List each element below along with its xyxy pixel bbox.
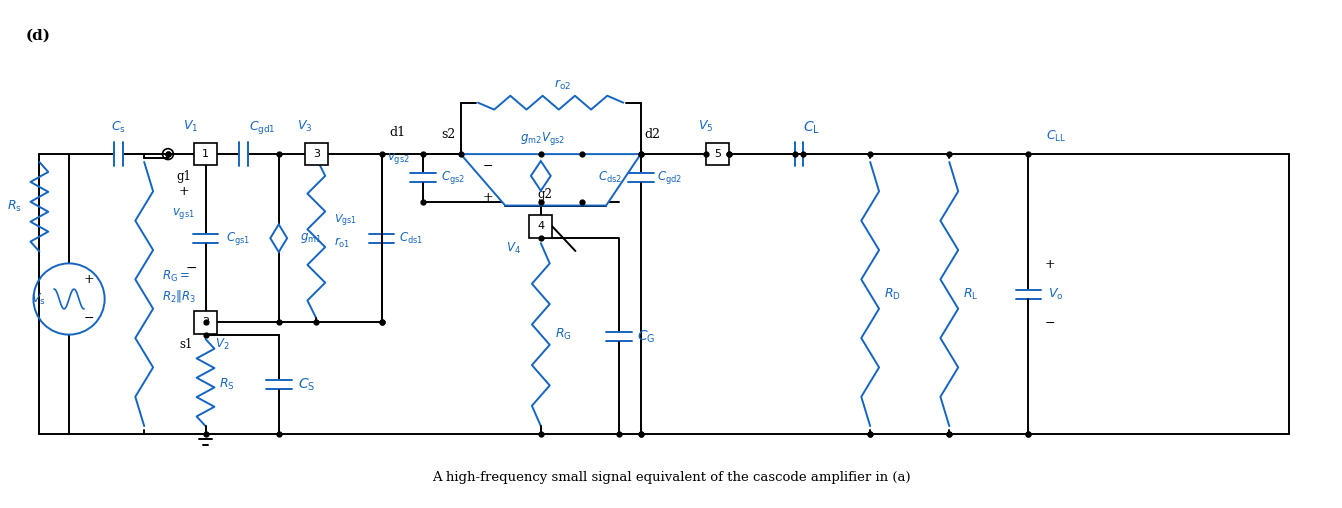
- Text: A high-frequency small signal equivalent of the cascode amplifier in (a): A high-frequency small signal equivalent…: [432, 471, 911, 484]
- Text: $V_2$: $V_2$: [216, 336, 229, 352]
- Text: $v_{\rm gs2}$: $v_{\rm gs2}$: [386, 150, 409, 166]
- Text: g2: g2: [537, 188, 552, 201]
- FancyBboxPatch shape: [530, 215, 552, 238]
- Text: $C_{\rm gs2}$: $C_{\rm gs2}$: [442, 169, 466, 186]
- Text: $C_{\rm gd2}$: $C_{\rm gd2}$: [656, 169, 682, 186]
- Text: $R_{\rm G}=$: $R_{\rm G}=$: [162, 269, 189, 284]
- FancyBboxPatch shape: [305, 143, 327, 166]
- Text: s2: s2: [442, 128, 456, 141]
- Text: (d): (d): [25, 28, 51, 42]
- Text: $R_{\rm L}$: $R_{\rm L}$: [964, 287, 978, 302]
- Text: $V_{\rm gs1}$: $V_{\rm gs1}$: [334, 212, 357, 229]
- Text: −: −: [1045, 317, 1055, 330]
- Text: −: −: [83, 312, 94, 325]
- Text: $C_{\rm ds2}$: $C_{\rm ds2}$: [599, 170, 623, 185]
- Text: $V_5$: $V_5$: [698, 119, 714, 134]
- Text: g1: g1: [176, 170, 191, 183]
- Polygon shape: [531, 161, 550, 190]
- Text: 5: 5: [714, 149, 722, 159]
- Text: $C_{\rm LL}$: $C_{\rm LL}$: [1047, 129, 1067, 144]
- Text: +: +: [483, 191, 494, 204]
- Text: $v_{\rm gs1}$: $v_{\rm gs1}$: [172, 206, 195, 221]
- Text: 4: 4: [537, 221, 545, 231]
- Text: $C_{\rm ds1}$: $C_{\rm ds1}$: [400, 231, 424, 246]
- Text: $R_{\rm D}$: $R_{\rm D}$: [884, 287, 900, 302]
- Text: $V_{\rm o}$: $V_{\rm o}$: [1048, 287, 1064, 302]
- Text: $C_{\rm gd1}$: $C_{\rm gd1}$: [250, 119, 275, 136]
- Text: 3: 3: [313, 149, 319, 159]
- Text: $V_3$: $V_3$: [297, 119, 313, 134]
- FancyBboxPatch shape: [195, 143, 217, 166]
- Text: $C_{\rm G}$: $C_{\rm G}$: [636, 328, 655, 345]
- Text: $g_{\rm m1}$: $g_{\rm m1}$: [301, 231, 322, 245]
- Text: $C_{\rm L}$: $C_{\rm L}$: [803, 119, 820, 136]
- Text: $C_{\rm gs1}$: $C_{\rm gs1}$: [227, 230, 251, 247]
- Text: s1: s1: [178, 337, 192, 351]
- Text: 1: 1: [203, 149, 209, 159]
- Text: $R_{\rm G}$: $R_{\rm G}$: [554, 327, 572, 342]
- Text: $g_{\rm m2}V_{\rm gs2}$: $g_{\rm m2}V_{\rm gs2}$: [521, 130, 565, 147]
- FancyBboxPatch shape: [195, 311, 217, 334]
- Text: $R_{\rm S}$: $R_{\rm S}$: [219, 377, 235, 392]
- Text: 2: 2: [201, 317, 209, 327]
- Polygon shape: [460, 154, 640, 206]
- Text: +: +: [1045, 258, 1056, 271]
- Text: −: −: [483, 160, 494, 173]
- Text: $r_{\rm o1}$: $r_{\rm o1}$: [334, 236, 350, 250]
- FancyBboxPatch shape: [706, 143, 729, 166]
- Polygon shape: [270, 225, 287, 252]
- Text: $R_2\|R_3$: $R_2\|R_3$: [162, 288, 196, 304]
- Text: $R_{\rm s}$: $R_{\rm s}$: [7, 199, 21, 214]
- Text: $V_{\rm s}$: $V_{\rm s}$: [31, 292, 46, 306]
- Text: $C_{\rm S}$: $C_{\rm S}$: [298, 376, 315, 393]
- Text: −: −: [187, 261, 197, 275]
- Text: +: +: [178, 185, 189, 198]
- Text: d2: d2: [644, 128, 660, 141]
- Text: $C_{\rm s}$: $C_{\rm s}$: [111, 120, 126, 135]
- Text: +: +: [83, 273, 94, 285]
- Text: $r_{\rm o2}$: $r_{\rm o2}$: [554, 78, 572, 92]
- Text: $V_1$: $V_1$: [183, 119, 199, 134]
- Text: d1: d1: [389, 126, 405, 139]
- Text: $V_4$: $V_4$: [506, 240, 521, 256]
